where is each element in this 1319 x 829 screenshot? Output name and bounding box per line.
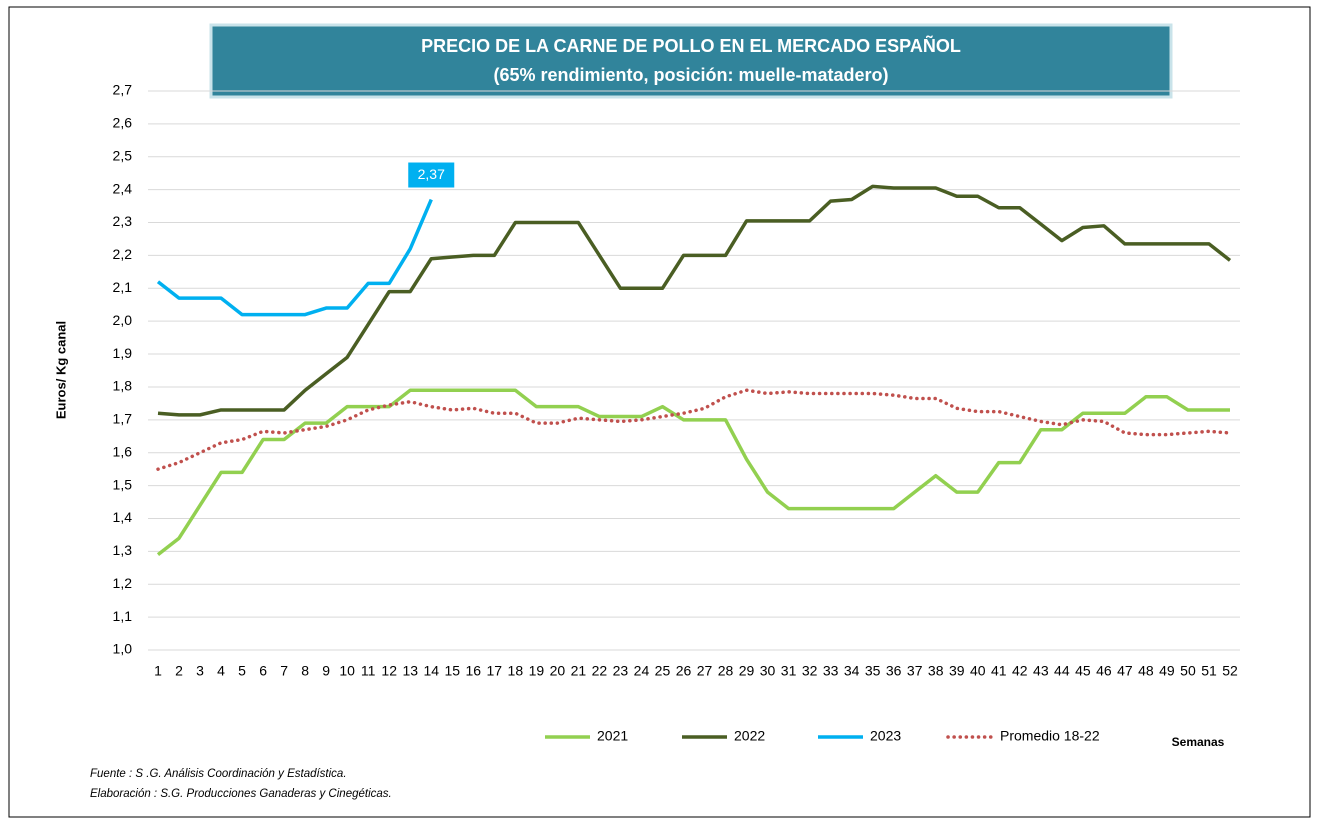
x-tick-label: 28	[718, 663, 734, 679]
note: Elaboración : S.G. Producciones Ganadera…	[90, 788, 392, 800]
x-tick-label: 38	[928, 663, 944, 679]
x-tick-label: 52	[1222, 663, 1238, 679]
y-tick-label: 2,3	[113, 213, 133, 229]
y-tick-label: 1,4	[113, 509, 133, 525]
legend-label: 2022	[734, 728, 765, 744]
x-tick-label: 17	[487, 663, 503, 679]
x-tick-label: 19	[529, 663, 545, 679]
x-tick-label: 34	[844, 663, 860, 679]
x-tick-label: 46	[1096, 663, 1112, 679]
y-tick-label: 2,2	[113, 246, 133, 262]
legend-label: Promedio 18-22	[1000, 728, 1100, 744]
x-tick-label: 50	[1180, 663, 1196, 679]
x-tick-label: 13	[402, 663, 418, 679]
x-tick-label: 4	[217, 663, 225, 679]
y-tick-label: 2,0	[113, 312, 133, 328]
y-tick-label: 1,3	[113, 542, 133, 558]
x-tick-label: 30	[760, 663, 776, 679]
x-tick-label: 8	[301, 663, 309, 679]
y-tick-label: 1,1	[113, 608, 133, 624]
x-tick-label: 40	[970, 663, 986, 679]
x-tick-label: 6	[259, 663, 267, 679]
x-tick-label: 18	[508, 663, 524, 679]
x-tick-label: 41	[991, 663, 1007, 679]
x-tick-label: 25	[655, 663, 671, 679]
x-tick-label: 35	[865, 663, 881, 679]
data-label: 2,37	[418, 166, 445, 182]
y-tick-label: 2,7	[113, 82, 133, 98]
x-tick-label: 26	[676, 663, 692, 679]
y-axis-label: Euros/ Kg canal	[53, 321, 68, 419]
chart-title: PRECIO DE LA CARNE DE POLLO EN EL MERCAD…	[421, 35, 961, 56]
x-tick-label: 37	[907, 663, 923, 679]
chart-subtitle: (65% rendimiento, posición: muelle-matad…	[493, 65, 888, 85]
y-tick-label: 1,8	[113, 378, 133, 394]
x-tick-label: 22	[592, 663, 608, 679]
x-tick-label: 43	[1033, 663, 1049, 679]
x-tick-label: 20	[550, 663, 566, 679]
data-label-box	[408, 162, 455, 188]
line-series	[157, 184, 1232, 417]
x-tick-label: 1	[154, 663, 162, 679]
x-tick-label: 10	[339, 663, 355, 679]
x-tick-label: 16	[466, 663, 482, 679]
x-tick-label: 21	[571, 663, 587, 679]
x-tick-label: 5	[238, 663, 246, 679]
x-tick-label: 51	[1201, 663, 1217, 679]
y-tick-label: 1,2	[113, 575, 133, 591]
legend-label: 2021	[597, 728, 628, 744]
legend-label: 2023	[870, 728, 901, 744]
x-tick-label: 3	[196, 663, 204, 679]
x-tick-label: 12	[381, 663, 397, 679]
x-tick-label: 44	[1054, 663, 1070, 679]
x-tick-label: 48	[1138, 663, 1154, 679]
x-tick-label: 49	[1159, 663, 1175, 679]
y-tick-label: 1,9	[113, 345, 133, 361]
y-tick-label: 1,5	[113, 476, 133, 492]
x-tick-label: 47	[1117, 663, 1133, 679]
y-tick-label: 2,6	[113, 115, 133, 131]
x-tick-label: 2	[175, 663, 183, 679]
line-series	[156, 388, 1230, 557]
y-tick-label: 1,6	[113, 443, 133, 459]
x-tick-label: 7	[280, 663, 288, 679]
y-tick-label: 2,1	[113, 279, 133, 295]
y-tick-label: 2,5	[113, 147, 133, 163]
y-tick-label: 1,0	[113, 641, 133, 657]
x-tick-label: 39	[949, 663, 965, 679]
x-tick-label: 36	[886, 663, 902, 679]
x-tick-label: 33	[823, 663, 839, 679]
y-tick-label: 1,7	[113, 411, 133, 427]
x-tick-label: 24	[634, 663, 650, 679]
x-tick-label: 14	[423, 663, 439, 679]
x-tick-label: 45	[1075, 663, 1091, 679]
x-tick-label: 31	[781, 663, 797, 679]
x-tick-label: 23	[613, 663, 629, 679]
note: Fuente : S .G. Análisis Coordinación y E…	[90, 768, 347, 780]
x-tick-label: 9	[322, 663, 330, 679]
y-tick-label: 2,4	[113, 180, 133, 196]
x-tick-label: 42	[1012, 663, 1028, 679]
x-axis-label: Semanas	[1172, 735, 1225, 749]
line-series	[156, 198, 433, 317]
title-box	[209, 23, 1173, 99]
x-tick-label: 15	[444, 663, 460, 679]
x-tick-label: 11	[361, 663, 376, 679]
x-tick-label: 27	[697, 663, 713, 679]
x-tick-label: 29	[739, 663, 755, 679]
x-tick-label: 32	[802, 663, 818, 679]
